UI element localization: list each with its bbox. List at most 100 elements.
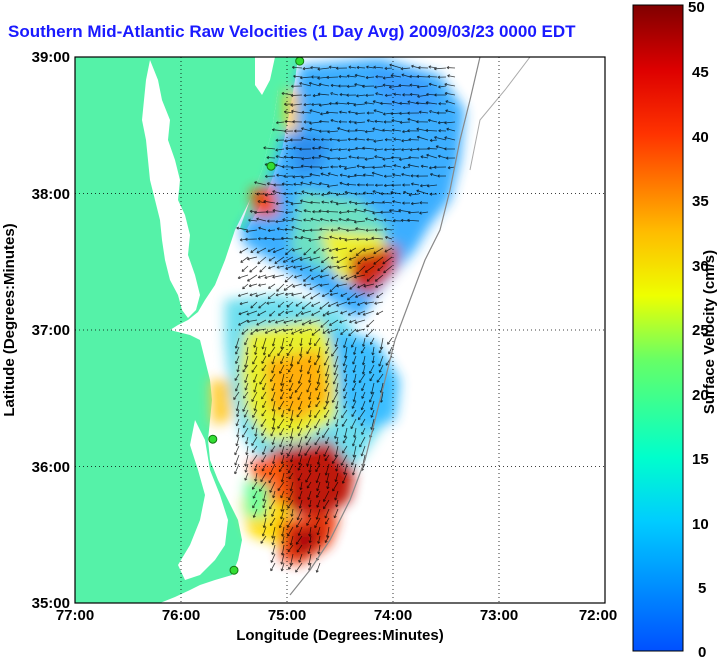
velocity-arrow xyxy=(288,382,294,392)
velocity-arrow xyxy=(355,227,366,231)
velocity-arrow xyxy=(246,319,258,324)
velocity-arrow xyxy=(352,373,357,384)
velocity-arrow xyxy=(308,319,321,325)
velocity-arrow xyxy=(347,137,357,141)
velocity-arrow xyxy=(267,319,276,324)
velocity-arrow xyxy=(358,373,366,384)
velocity-arrow xyxy=(298,553,303,563)
velocity-arrow xyxy=(360,346,366,354)
velocity-arrow xyxy=(364,130,375,134)
velocity-arrow xyxy=(343,364,348,373)
velocity-arrow xyxy=(268,472,276,484)
velocity-arrow xyxy=(269,481,276,493)
velocity-arrow xyxy=(251,364,258,373)
velocity-arrow xyxy=(427,146,438,151)
velocity-arrow xyxy=(365,328,375,338)
velocity-arrow xyxy=(402,201,411,205)
velocity-arrow xyxy=(325,373,330,384)
velocity-arrow xyxy=(306,481,312,489)
velocity-arrow xyxy=(316,427,321,436)
velocity-arrow xyxy=(338,148,348,152)
velocity-arrow xyxy=(365,183,375,187)
velocity-arrow xyxy=(295,562,303,573)
velocity-arrow xyxy=(289,355,294,367)
x-tick: 74:00 xyxy=(374,607,412,624)
velocity-arrow xyxy=(346,74,357,78)
velocity-arrow xyxy=(261,364,267,372)
velocity-arrow xyxy=(326,209,339,214)
velocity-arrow xyxy=(354,319,366,325)
velocity-arrow xyxy=(306,382,312,393)
velocity-arrow xyxy=(429,110,438,114)
velocity-arrow xyxy=(378,364,384,373)
velocity-arrow xyxy=(323,355,330,366)
velocity-arrow xyxy=(382,157,393,161)
velocity-arrow xyxy=(308,373,312,383)
velocity-arrow xyxy=(321,200,330,204)
velocity-arrow xyxy=(280,373,285,386)
velocity-arrow xyxy=(236,427,240,438)
velocity-arrow xyxy=(378,355,384,367)
velocity-arrow xyxy=(353,274,366,279)
velocity-arrow xyxy=(302,229,312,233)
velocity-arrow xyxy=(310,200,321,205)
velocity-arrow xyxy=(287,499,294,509)
velocity-arrow xyxy=(303,93,312,98)
velocity-arrow xyxy=(320,319,330,328)
velocity-arrow xyxy=(272,208,285,213)
velocity-arrow xyxy=(270,562,276,572)
radar-station-marker xyxy=(266,161,276,171)
velocity-arrow xyxy=(254,472,258,482)
velocity-arrow xyxy=(348,265,357,269)
velocity-arrow xyxy=(384,235,393,240)
velocity-arrow xyxy=(402,93,411,97)
velocity-arrow xyxy=(303,209,312,213)
velocity-arrow xyxy=(330,118,339,123)
velocity-arrow xyxy=(261,454,267,463)
velocity-arrow xyxy=(299,346,303,357)
velocity-arrow xyxy=(251,436,258,446)
velocity-arrow xyxy=(329,218,339,222)
velocity-arrow xyxy=(316,526,321,536)
velocity-arrow xyxy=(303,103,312,107)
velocity-arrow xyxy=(366,274,375,282)
x-tick: 76:00 xyxy=(162,607,200,624)
velocity-arrow xyxy=(238,319,249,326)
velocity-arrow xyxy=(244,373,249,384)
velocity-arrow xyxy=(329,148,339,152)
velocity-arrow xyxy=(306,418,312,428)
velocity-arrow xyxy=(275,219,285,224)
velocity-arrow xyxy=(293,265,303,269)
velocity-arrow xyxy=(339,110,348,114)
velocity-arrow xyxy=(330,165,339,169)
velocity-arrow xyxy=(352,445,357,458)
velocity-arrow xyxy=(276,227,285,231)
velocity-arrow xyxy=(366,119,375,123)
velocity-arrow xyxy=(323,499,330,510)
velocity-arrow xyxy=(301,190,312,195)
velocity-arrow xyxy=(315,562,321,573)
velocity-arrow xyxy=(240,256,249,263)
velocity-arrow xyxy=(426,153,438,159)
velocity-arrow xyxy=(427,118,438,123)
velocity-arrow xyxy=(344,190,357,195)
velocity-arrow xyxy=(371,236,384,240)
velocity-arrow xyxy=(289,535,294,546)
velocity-arrow xyxy=(279,364,285,374)
velocity-arrow xyxy=(347,301,357,305)
velocity-arrow xyxy=(275,148,285,152)
velocity-arrow xyxy=(270,553,276,563)
velocity-arrow xyxy=(401,73,411,78)
velocity-arrow xyxy=(280,236,294,240)
velocity-arrow xyxy=(377,265,384,272)
velocity-arrow xyxy=(348,120,357,124)
velocity-arrow xyxy=(334,337,339,348)
velocity-arrow xyxy=(419,201,429,205)
velocity-arrow xyxy=(234,445,240,456)
velocity-arrow xyxy=(298,499,303,509)
velocity-arrow xyxy=(319,217,330,222)
velocity-arrow xyxy=(340,274,348,279)
velocity-arrow xyxy=(338,210,348,215)
velocity-arrow xyxy=(383,174,393,178)
